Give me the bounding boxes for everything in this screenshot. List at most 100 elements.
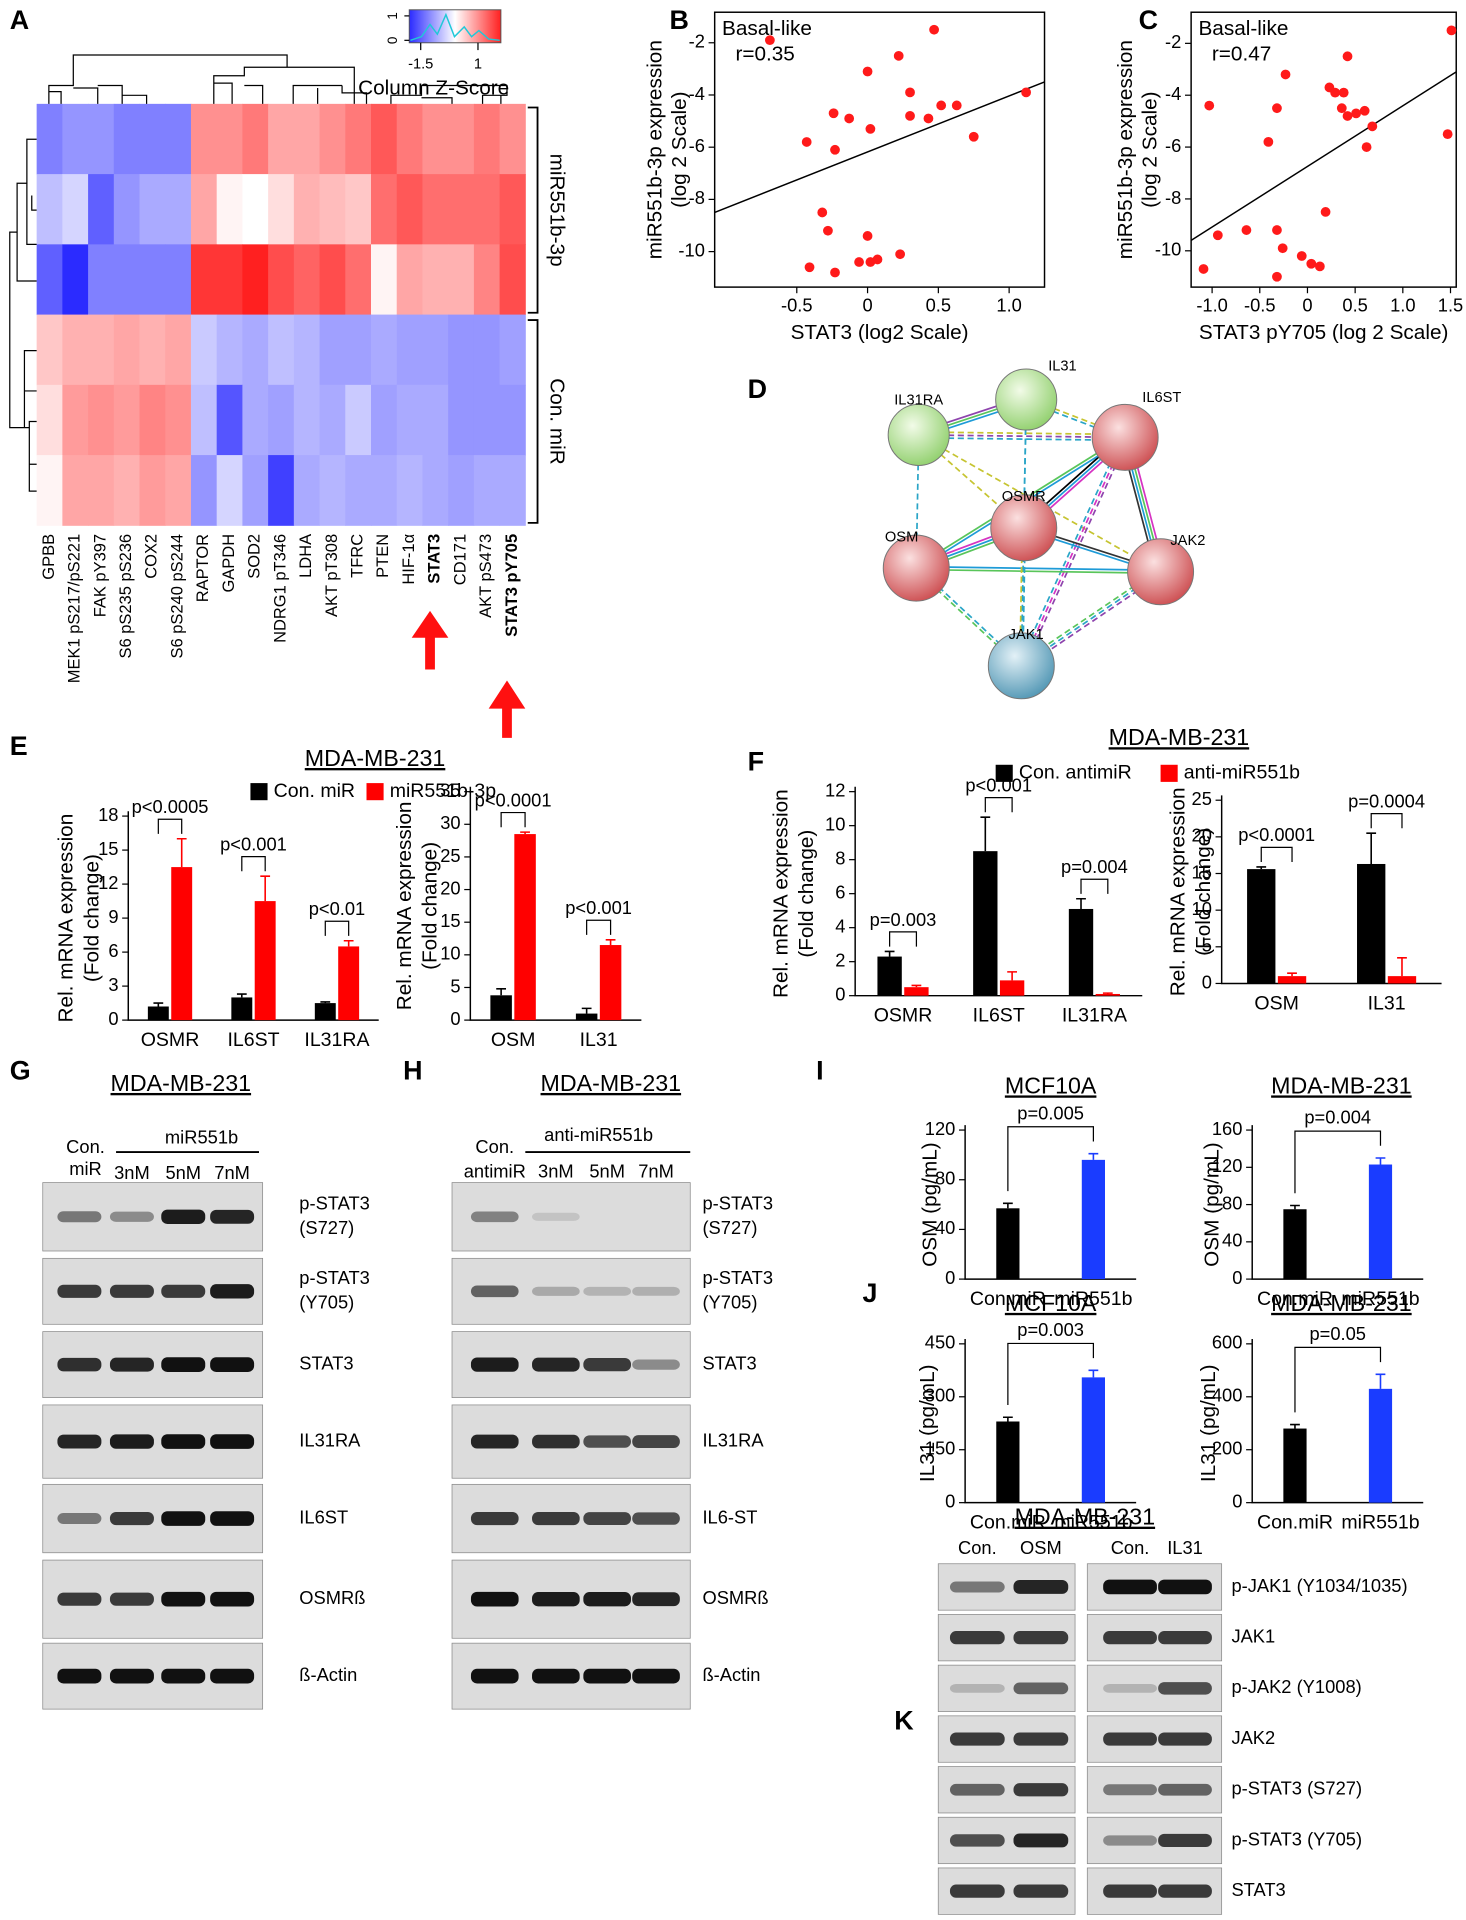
- error-bar: [1076, 897, 1086, 909]
- heatmap-cell: [88, 384, 115, 456]
- heatmap-cell: [499, 455, 526, 526]
- y-tick-label: 120: [925, 1118, 956, 1139]
- lane-label: 3nM: [538, 1161, 574, 1182]
- heatmap-cell: [216, 174, 243, 245]
- data-point: [1359, 105, 1370, 116]
- bar: [1283, 1428, 1307, 1503]
- x-tick-label: Con.miR: [970, 1512, 1046, 1534]
- blot-band: [109, 1434, 154, 1449]
- y-tick-label: 35: [440, 779, 460, 800]
- y-tick-label: 9: [108, 906, 118, 927]
- lane-label: miR551b: [165, 1126, 238, 1147]
- y-tick-label: -2: [1165, 31, 1181, 52]
- blot-row-label: p-STAT3 (S727): [1231, 1778, 1362, 1799]
- significance-bracket: [1370, 813, 1403, 829]
- column-label: SOD2: [246, 534, 264, 579]
- data-point: [865, 124, 876, 134]
- network-edge: [1017, 435, 1124, 665]
- heatmap-cell: [371, 103, 398, 175]
- blot-row-label: STAT3: [299, 1352, 353, 1373]
- significance-bracket: [324, 920, 350, 936]
- network-edge: [1020, 399, 1028, 666]
- blot-row-label: p-JAK2 (Y1008): [1231, 1676, 1361, 1697]
- heatmap-cell: [113, 244, 141, 316]
- lane-label: Con.: [475, 1136, 514, 1157]
- heatmap-cell: [62, 384, 89, 456]
- column-label: STAT3 pY705: [503, 534, 521, 637]
- error-bar: [980, 816, 991, 852]
- heatmap-cell: [242, 314, 269, 386]
- column-label: FAK pY397: [91, 534, 109, 617]
- significance-bracket: [241, 856, 266, 872]
- blot-band: [949, 1631, 1005, 1645]
- x-tick-label: 0.5: [1342, 294, 1367, 315]
- data-point: [1314, 261, 1325, 272]
- y-tick-label: 25: [1192, 788, 1212, 809]
- column-label: AKT pT308: [323, 534, 341, 617]
- bar: [1068, 908, 1094, 996]
- blot-band: [470, 1285, 519, 1298]
- row-dendrogram: [9, 138, 37, 492]
- p-value: p<0.001: [220, 833, 287, 854]
- heatmap-cell: [422, 455, 449, 526]
- heatmap-cell: [499, 174, 526, 245]
- data-point: [1277, 243, 1288, 254]
- blot-row-label: (Y705): [702, 1291, 757, 1312]
- bar: [1387, 976, 1417, 984]
- significance-bracket: [889, 931, 918, 947]
- bar: [1368, 1164, 1393, 1280]
- network-edge: [918, 434, 1126, 439]
- y-axis-label: Rel. mRNA expression: [55, 814, 78, 1023]
- blot-band: [949, 1783, 1005, 1796]
- blot-row-label: STAT3: [702, 1352, 756, 1373]
- heatmap-cell: [422, 384, 449, 456]
- lane-label: IL31: [1167, 1537, 1203, 1558]
- data-point: [951, 100, 962, 111]
- heatmap-cell: [165, 174, 192, 245]
- error-bar: [605, 939, 616, 946]
- column-label: S6 pS235 pS236: [117, 534, 135, 659]
- blot-band: [949, 1834, 1005, 1847]
- significance-bracket: [500, 811, 526, 828]
- blot-title: MDA-MB-231: [541, 1070, 682, 1096]
- heatmap-cell: [190, 314, 218, 386]
- y-tick-label: 10: [825, 814, 845, 835]
- heatmap-cell: [139, 384, 166, 456]
- heatmap-cell: [216, 103, 243, 175]
- node-label: IL31: [1048, 358, 1077, 374]
- heatmap-cell: [319, 244, 346, 316]
- bar: [1277, 976, 1307, 984]
- group-label: Con. miR: [545, 378, 568, 464]
- lane-label: 3nM: [114, 1162, 150, 1183]
- legend-label: Con. antimiR: [1019, 761, 1132, 783]
- data-point: [1204, 100, 1215, 111]
- node-label: OSMR: [1002, 489, 1046, 505]
- y-tick-label: 2: [835, 950, 845, 971]
- blot-band: [161, 1209, 206, 1224]
- heatmap-cell: [371, 314, 398, 386]
- blot-band: [57, 1592, 102, 1606]
- bar: [973, 851, 998, 996]
- error-bar: [1088, 1152, 1099, 1160]
- heatmap-cell: [242, 384, 269, 456]
- heatmap-cell: [396, 103, 423, 175]
- data-point: [1442, 129, 1453, 139]
- blot-band: [210, 1209, 255, 1224]
- plot-frame: [1190, 11, 1457, 288]
- error-bar: [496, 987, 507, 996]
- significance-bracket: [1294, 1346, 1382, 1413]
- bar: [514, 834, 536, 1021]
- x-tick-label: miR551b: [1054, 1288, 1132, 1310]
- y-tick-label: 6: [108, 940, 118, 961]
- heatmap-cell: [268, 174, 295, 245]
- blot-band: [583, 1358, 631, 1372]
- heatmap-cell: [499, 314, 526, 386]
- blot-band: [210, 1668, 255, 1684]
- blot-band: [632, 1435, 680, 1448]
- heatmap-cell: [165, 103, 192, 175]
- y-axis-label: miR551b-3p expression: [644, 40, 667, 259]
- heatmap-cell: [88, 174, 115, 245]
- y-axis-label: (Fold change): [1192, 828, 1215, 956]
- blot-band: [470, 1434, 519, 1449]
